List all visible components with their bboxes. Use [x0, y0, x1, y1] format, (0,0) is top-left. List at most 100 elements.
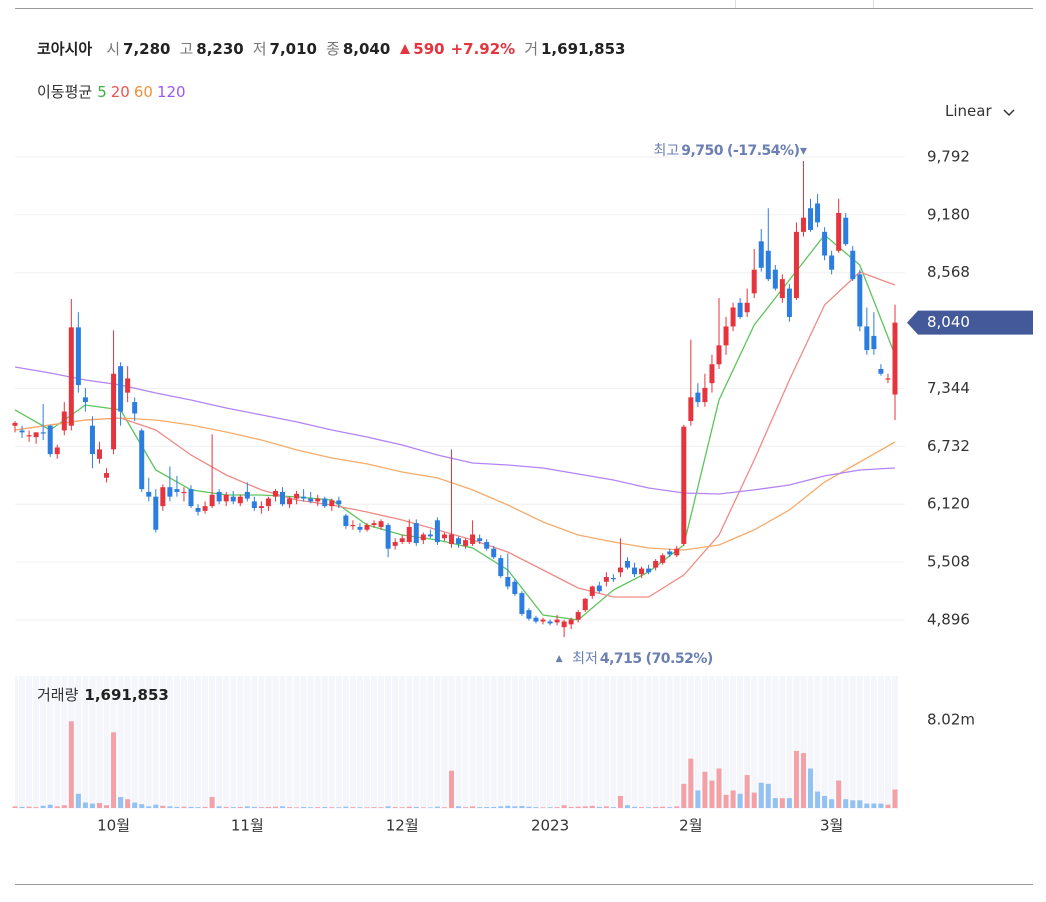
- ma-line: [14, 366, 896, 495]
- volume-bar: [61, 805, 67, 808]
- volume-bar: [815, 791, 821, 808]
- candle-body: [392, 542, 398, 546]
- field-value: 7,010: [269, 39, 317, 58]
- volume-bar: [603, 806, 609, 808]
- x-tick-label: 12월: [386, 817, 419, 835]
- candle-body: [470, 534, 476, 544]
- candle-body: [624, 560, 630, 568]
- ma-legend: 이동평균 5 20 60 120: [37, 81, 190, 102]
- volume-bar: [582, 806, 588, 808]
- field-label: 고: [179, 40, 194, 58]
- volume-bar: [54, 806, 60, 808]
- quote-header: 코아시아 시 7,280 고 8,230 저 7,010 종 8,040 590 +7.92% 거 1,…: [37, 38, 634, 59]
- scale-toggle[interactable]: Linear: [945, 102, 992, 120]
- candle-body: [800, 217, 806, 232]
- candle-body: [533, 617, 539, 622]
- field-label: 저: [252, 40, 267, 58]
- candle-body: [202, 506, 208, 511]
- candle-body: [132, 402, 138, 414]
- volume-bar: [772, 798, 778, 808]
- y-tick-label: 8,568: [927, 263, 970, 281]
- volume-bar: [47, 804, 53, 808]
- volume-bar: [329, 807, 335, 808]
- candle-body: [195, 508, 201, 512]
- volume-bar: [75, 793, 81, 808]
- volume-bar: [878, 803, 884, 808]
- y-tick-label: 6,120: [927, 495, 970, 513]
- candle-body: [61, 411, 67, 431]
- candle-body: [111, 373, 117, 450]
- volume-bar: [561, 805, 567, 808]
- volume-bar: [519, 806, 525, 808]
- volume-bar: [40, 805, 46, 808]
- candle-body: [146, 491, 152, 497]
- candle-body: [427, 534, 433, 537]
- candle-body: [822, 231, 828, 256]
- candle-body: [378, 521, 384, 527]
- candle-body: [89, 425, 95, 455]
- volume-bar: [674, 806, 680, 808]
- candle-body: [244, 491, 250, 499]
- volume-bar: [639, 807, 645, 808]
- triangle: [400, 43, 411, 54]
- volume-bar: [751, 792, 757, 808]
- volume-bar: [843, 799, 849, 808]
- annotation-arrow: [555, 655, 563, 663]
- volume-bar: [533, 807, 539, 808]
- candle-body: [75, 327, 81, 386]
- volume-bar: [378, 807, 384, 808]
- volume-title-label: 거래량: [37, 686, 79, 704]
- volume-bar: [723, 794, 729, 808]
- candle-body: [280, 491, 286, 505]
- ma-line: [14, 417, 896, 551]
- change: 590: [413, 39, 445, 58]
- last-price-badge: [907, 310, 1033, 335]
- candle-body: [441, 534, 447, 539]
- volume-bar: [146, 806, 152, 808]
- candle-body: [371, 523, 377, 526]
- volume-bar: [681, 783, 687, 808]
- volume-bar: [667, 807, 673, 808]
- volume-bar: [26, 806, 32, 808]
- candle-body: [301, 496, 307, 499]
- volume-bar: [12, 806, 18, 808]
- candle-body: [265, 498, 271, 507]
- volume-bar: [427, 807, 433, 808]
- volume-total: 1,691,853: [84, 686, 168, 704]
- volume-bar: [174, 806, 180, 808]
- x-tick-label: 2023: [531, 817, 569, 835]
- candle-body: [315, 498, 321, 502]
- candle-body: [139, 430, 145, 490]
- volume-bar: [19, 806, 25, 808]
- candle-body: [765, 250, 771, 280]
- volume-bar: [287, 807, 293, 808]
- volume-bar: [660, 806, 666, 808]
- candle-body: [174, 489, 180, 492]
- volume-bar: [230, 807, 236, 808]
- volume-bar: [413, 806, 419, 808]
- volume-bar: [470, 806, 476, 808]
- volume-bar: [280, 806, 286, 808]
- candle-body: [357, 526, 363, 530]
- volume-bar: [167, 806, 173, 808]
- volume-bar: [265, 807, 271, 808]
- candle-body: [484, 542, 490, 549]
- candle-body: [779, 279, 785, 299]
- candle-body: [456, 538, 462, 544]
- volume-bar: [822, 795, 828, 808]
- annotation: 최저 4,715 (70.52%): [572, 651, 713, 667]
- candle-body: [688, 397, 694, 422]
- candle-body: [793, 231, 799, 299]
- volume-bar: [702, 771, 708, 808]
- candle-body: [632, 567, 638, 575]
- candle-body: [836, 212, 842, 251]
- chevron[interactable]: [1003, 109, 1015, 117]
- y-tick-label: 5,508: [927, 553, 970, 571]
- volume-bar: [864, 803, 870, 808]
- volume-bar: [477, 807, 483, 808]
- volume-bar: [589, 805, 595, 808]
- candle-body: [702, 387, 708, 403]
- candle-body: [33, 432, 39, 438]
- volume-bar: [82, 802, 88, 808]
- candle-body: [54, 447, 60, 455]
